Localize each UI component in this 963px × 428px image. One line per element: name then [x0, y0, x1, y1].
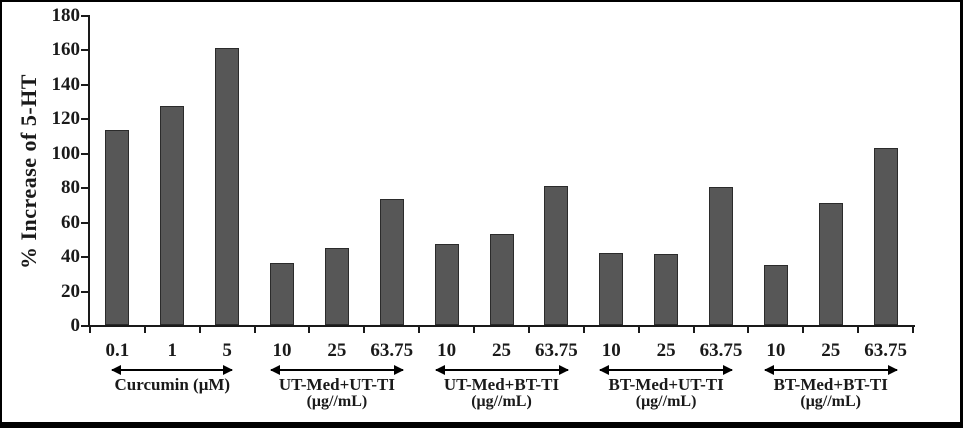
y-tick-mark: [81, 152, 88, 155]
group-range-arrow: [434, 365, 569, 375]
group-unit-label: (μg//mL): [306, 393, 368, 410]
y-axis: [88, 15, 90, 327]
x-tick-mark: [363, 327, 366, 333]
x-tick-label: 10: [437, 340, 457, 361]
x-tick-mark: [473, 327, 476, 333]
y-tick-mark: [81, 118, 88, 121]
x-axis: [88, 325, 915, 327]
x-tick-mark: [582, 327, 585, 333]
x-tick-mark: [802, 327, 805, 333]
y-tick-mark: [81, 83, 88, 86]
x-tick-mark: [253, 327, 256, 333]
bar: [379, 199, 404, 325]
y-tick-mark: [81, 221, 88, 224]
group-range-arrow: [111, 365, 234, 375]
y-tick-label: 180: [51, 5, 81, 26]
bar: [489, 233, 514, 325]
x-tick-label: 5: [222, 340, 232, 361]
x-tick-label: 10: [601, 340, 621, 361]
x-tick-mark: [747, 327, 750, 333]
bar: [708, 187, 733, 325]
x-tick-mark: [198, 327, 201, 333]
y-tick-label: 20: [61, 280, 80, 302]
group-unit-label: (μg//mL): [800, 393, 861, 410]
x-tick-label: 25: [492, 340, 511, 361]
group-range-arrow: [763, 365, 898, 375]
bar: [654, 254, 679, 325]
bar: [763, 264, 788, 325]
y-tick-label: 80: [61, 177, 80, 199]
group-unit-label: (μg//mL): [471, 393, 532, 410]
x-tick-mark: [637, 327, 640, 333]
x-tick-label: 0.1: [105, 340, 130, 361]
group-range-arrow: [599, 365, 734, 375]
bar: [599, 252, 624, 325]
x-tick-mark: [912, 327, 914, 333]
bar: [324, 247, 349, 325]
y-tick-label: 120: [51, 108, 81, 130]
x-tick-label: 63.75: [534, 340, 578, 361]
group-label: BT-Med+BT-TI: [773, 375, 888, 394]
x-tick-label: 25: [656, 340, 676, 361]
x-tick-mark: [857, 327, 860, 333]
group-label: UT-Med+UT-TI: [278, 375, 395, 394]
y-tick-label: 140: [51, 73, 81, 95]
bar: [818, 202, 843, 325]
group-label: Curcumin (μM): [114, 375, 231, 394]
x-tick-mark: [308, 327, 311, 333]
y-tick-label: 60: [61, 211, 80, 233]
group-unit-label: (μg//mL): [635, 393, 697, 410]
y-tick-mark: [81, 256, 88, 259]
y-tick-mark: [81, 49, 88, 52]
x-tick-mark: [89, 327, 91, 333]
bar: [873, 147, 898, 325]
x-tick-mark: [143, 327, 146, 333]
bar: [544, 185, 569, 325]
bar: [160, 106, 185, 325]
x-tick-label: 63.75: [864, 340, 907, 361]
y-tick-label: 160: [51, 39, 81, 61]
y-tick-label: 40: [61, 246, 80, 268]
group-range-arrow: [269, 365, 404, 375]
x-tick-label: 63.75: [699, 340, 743, 361]
bar: [434, 244, 459, 325]
y-tick-mark: [81, 187, 88, 190]
x-tick-label: 10: [272, 340, 292, 361]
x-tick-label: 25: [821, 340, 841, 361]
y-tick-label: 100: [51, 142, 81, 164]
x-tick-mark: [418, 327, 421, 333]
group-label: UT-Med+BT-TI: [443, 375, 560, 394]
group-label: BT-Med+UT-TI: [608, 375, 724, 394]
bar: [270, 263, 295, 325]
x-tick-label: 63.75: [370, 340, 414, 361]
y-tick-label: 0: [70, 315, 81, 336]
y-tick-mark: [81, 290, 88, 293]
x-tick-label: 1: [167, 340, 178, 361]
y-tick-mark: [81, 325, 88, 327]
x-tick-mark: [692, 327, 695, 333]
bar: [215, 47, 240, 325]
y-tick-mark: [81, 15, 88, 17]
x-tick-label: 10: [766, 340, 786, 361]
x-tick-mark: [527, 327, 530, 333]
bar: [105, 130, 130, 325]
x-tick-label: 25: [327, 340, 347, 361]
